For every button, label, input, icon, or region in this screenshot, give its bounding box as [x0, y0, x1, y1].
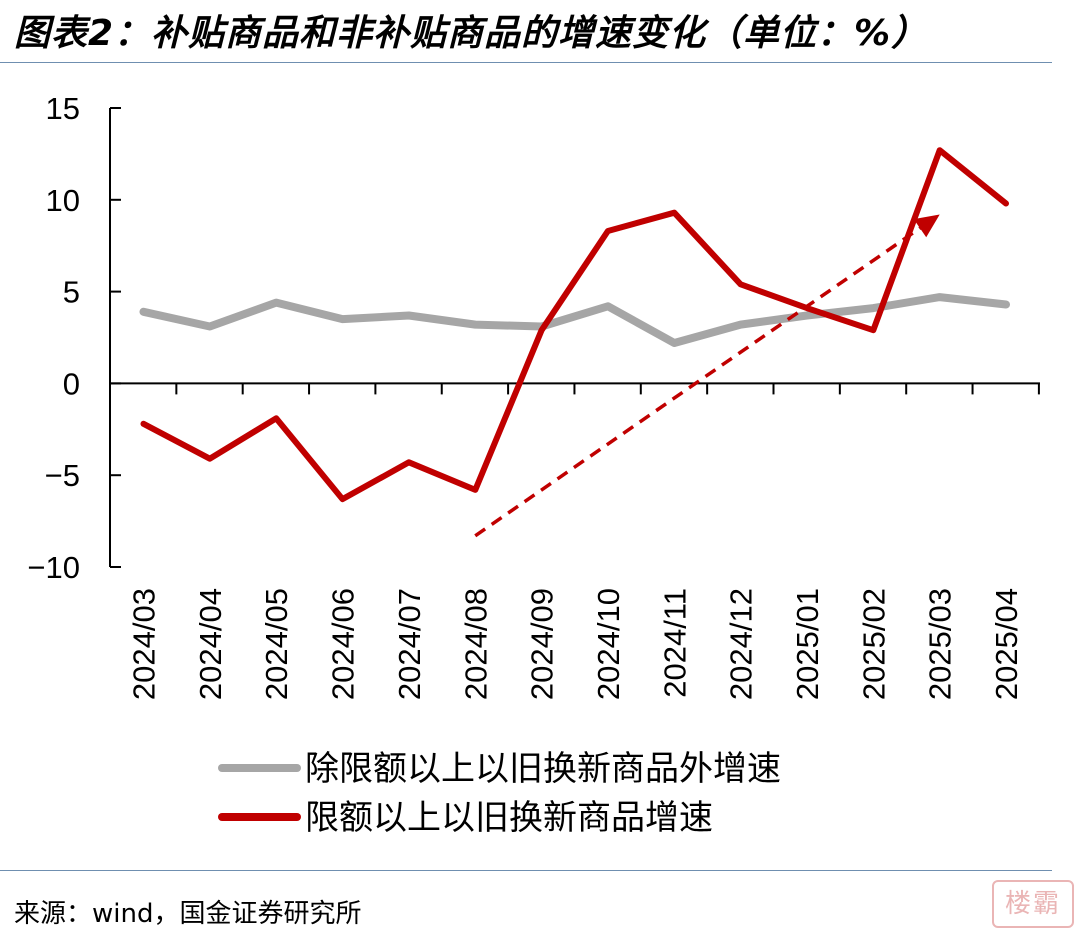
- x-tick-label: 2024/08: [458, 588, 493, 700]
- x-tick-label: 2025/02: [856, 588, 891, 700]
- x-tick-label: 2024/03: [127, 588, 162, 700]
- legend-label: 除限额以上以旧换新商品外增速: [305, 749, 781, 789]
- y-tick-label: −10: [27, 550, 80, 585]
- x-tick-label: 2025/03: [923, 588, 958, 700]
- x-tick-label: 2025/01: [790, 588, 825, 700]
- top-divider: [0, 62, 1052, 63]
- trend-arrow-head: [913, 214, 940, 238]
- series-line-excluding-trade-in: [139, 293, 1010, 347]
- x-tick-label: 2024/11: [657, 588, 692, 698]
- x-tick-label: 2024/09: [525, 588, 560, 700]
- bottom-divider: [0, 870, 1052, 871]
- trend-arrow: [474, 214, 940, 538]
- legend-label: 限额以上以旧换新商品增速: [305, 798, 713, 838]
- source-note: 来源：wind，国金证券研究所: [14, 899, 362, 929]
- y-tick-label: 5: [63, 275, 80, 310]
- y-tick-label: 10: [46, 183, 80, 218]
- chart-title: 图表2：补贴商品和非补贴商品的增速变化（单位：%）: [14, 13, 929, 54]
- x-tick-label: 2024/06: [326, 588, 361, 700]
- y-tick-label: −5: [45, 458, 80, 493]
- line-chart: 15 10 5 0 −5 −10 2024/03 2024/04 2024/05 2024/06 2…: [27, 91, 1040, 838]
- y-tick-label: 0: [63, 366, 80, 401]
- x-tick-label: 2024/04: [193, 588, 228, 700]
- x-tick-label: 2024/12: [724, 588, 759, 700]
- y-tick-label: 15: [46, 91, 80, 126]
- series-line-trade-in: [140, 147, 1009, 503]
- chart-axes: 15 10 5 0 −5 −10 2024/03 2024/04 2024/05 2024/06 2…: [27, 91, 1040, 700]
- x-tick-label: 2025/04: [989, 588, 1024, 700]
- chart-series: [139, 147, 1010, 503]
- watermark-stamp: 楼霸: [992, 880, 1074, 928]
- trend-arrow-line: [474, 222, 928, 538]
- x-tick-label: 2024/05: [259, 588, 294, 700]
- x-tick-label: 2024/10: [591, 588, 626, 700]
- x-tick-label: 2024/07: [392, 588, 427, 700]
